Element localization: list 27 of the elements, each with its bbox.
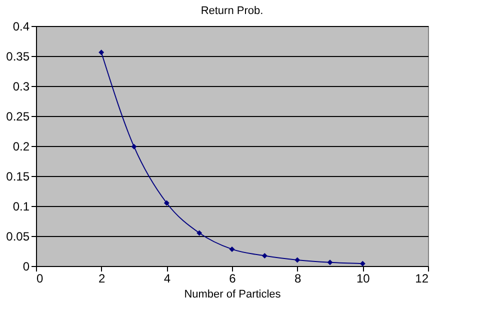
point (131, 144, 137, 150)
y-tick-label: 0.2 (12, 140, 30, 154)
x-tick-label: 8 (294, 272, 302, 286)
x-tick-label: 0 (36, 272, 44, 286)
point (294, 257, 300, 263)
y-tick-label: 0.25 (6, 110, 30, 124)
y-tick-label: 0.3 (12, 80, 30, 94)
point (229, 246, 235, 252)
y-tick-label: 0.05 (6, 230, 30, 244)
point (262, 253, 268, 259)
point (327, 260, 333, 266)
point (360, 260, 366, 266)
chart-title: Return Prob. (200, 5, 264, 17)
x-tick-label: 12 (415, 272, 429, 286)
x-axis-title: Number of Particles (184, 288, 282, 300)
y-tick-label: 0.35 (6, 50, 30, 64)
y-tick-label: 0.15 (6, 170, 30, 184)
x-tick-label: 2 (98, 272, 106, 286)
y-tick-label: 0.4 (12, 20, 30, 34)
point (98, 50, 104, 56)
x-tick-label: 10 (356, 272, 370, 286)
x-tick-label: 6 (229, 272, 236, 286)
y-tick-label: 0 (22, 260, 30, 274)
point (196, 230, 202, 236)
x-tick-label: 4 (164, 272, 171, 286)
y-tick-label: 0.1 (12, 200, 30, 214)
point (164, 200, 170, 206)
